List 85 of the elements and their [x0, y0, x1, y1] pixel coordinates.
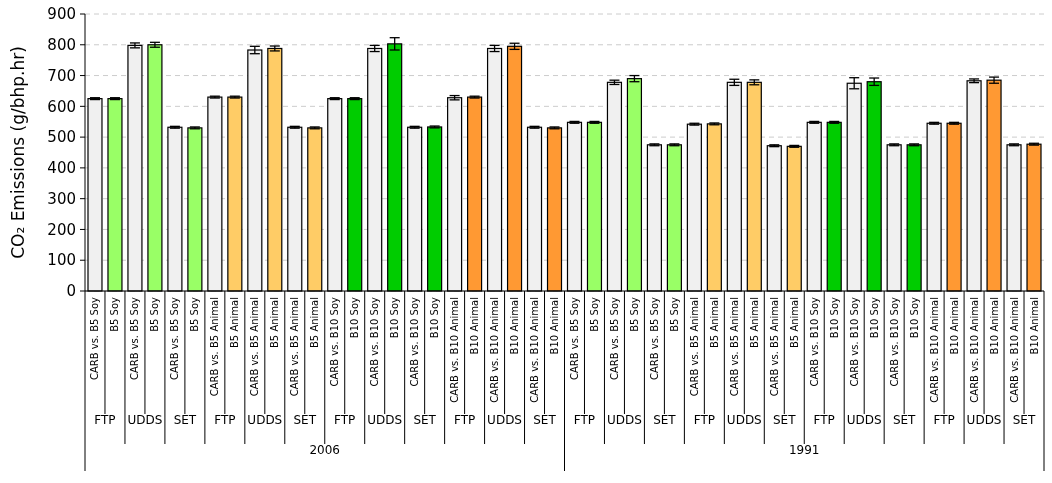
x-tick-label: B5 Animal [309, 297, 321, 349]
text: UDDS [966, 413, 1002, 427]
x-tick-label: B5 Soy [189, 296, 201, 332]
x-tick-label: B10 Animal [948, 297, 960, 355]
text: 2006 [309, 443, 341, 457]
x-tick-label: B5 Animal [269, 297, 281, 349]
x-tick-label: CARB vs. B5 Soy [89, 296, 101, 381]
x-tick-label: B10 Soy [349, 296, 361, 339]
x-tick-label: CARB vs. B5 Animal [289, 297, 301, 397]
text: FTP [334, 413, 356, 427]
x-tick-label: CARB vs. B10 Animal [529, 297, 541, 403]
text: SET [653, 413, 677, 427]
x-tick-label: B10 Soy [389, 296, 401, 339]
text: FTP [214, 413, 236, 427]
text: SET [173, 413, 197, 427]
x-tick-label: CARB vs. B10 Soy [848, 296, 860, 387]
x-tick-label: B5 Animal [229, 297, 241, 349]
x-tick-label: CARB vs. B5 Animal [249, 297, 261, 397]
y-tick-label: 200 [47, 220, 76, 239]
x-tick-label: B5 Animal [708, 297, 720, 349]
x-tick-label: CARB vs. B5 Animal [209, 297, 221, 397]
x-tick-label: CARB vs. B10 Animal [449, 297, 461, 403]
x-tick-label: CARB vs. B5 Animal [688, 297, 700, 397]
x-tick-label: CARB vs. B10 Animal [489, 297, 501, 403]
y-tick-label: 400 [47, 159, 76, 178]
x-tick-label: CARB vs. B10 Soy [329, 296, 341, 387]
x-tick-label: CARB vs. B10 Animal [968, 297, 980, 403]
text: SET [293, 413, 317, 427]
x-tick-label: B5 Animal [748, 297, 760, 349]
text: UDDS [846, 413, 882, 427]
x-tick-label: B5 Soy [109, 296, 121, 332]
x-tick-label: CARB vs. B10 Soy [369, 296, 381, 387]
x-tick-label: B10 Animal [1028, 297, 1040, 355]
y-tick-label: 300 [47, 189, 76, 208]
y-tick-label: 600 [47, 97, 76, 116]
text: SET [1012, 413, 1036, 427]
text: FTP [693, 413, 715, 427]
y-tick-label: 500 [47, 128, 76, 147]
y-tick-label: 900 [47, 5, 76, 24]
x-tick-label: B10 Animal [469, 297, 481, 355]
y-tick-label: 700 [47, 66, 76, 85]
x-tick-label: CARB vs. B5 Soy [608, 296, 620, 381]
x-tick-label: B5 Soy [628, 296, 640, 332]
text: FTP [813, 413, 835, 427]
text: FTP [933, 413, 955, 427]
x-tick-label: CARB vs. B5 Soy [129, 296, 141, 381]
text: SET [892, 413, 917, 427]
x-tick-label: B5 Animal [788, 297, 800, 349]
x-tick-label: B5 Soy [668, 296, 680, 332]
text: UDDS [606, 413, 642, 427]
x-tick-label: B5 Soy [149, 296, 161, 332]
y-tick-label: 0 [66, 282, 76, 301]
x-tick-label: CARB vs. B5 Animal [768, 297, 780, 397]
x-tick-label: CARB vs. B10 Animal [1008, 297, 1020, 403]
x-tick-label: B10 Soy [429, 296, 441, 339]
y-tick-label: 800 [47, 36, 76, 55]
text: 1991 [788, 443, 820, 457]
x-tick-label: CARB vs. B10 Soy [888, 296, 900, 387]
text: UDDS [487, 413, 523, 427]
text: UDDS [247, 413, 283, 427]
x-tick-label: B10 Animal [988, 297, 1000, 355]
x-tick-label: B10 Animal [509, 297, 521, 355]
x-tick-label: CARB vs. B5 Soy [169, 296, 181, 381]
x-tick-label: B5 Soy [588, 296, 600, 332]
x-tick-label: CARB vs. B5 Soy [648, 296, 660, 381]
text: FTP [94, 413, 116, 427]
text: FTP [573, 413, 596, 427]
x-tick-label: CARB vs. B10 Animal [928, 297, 940, 403]
text: UDDS [127, 413, 163, 427]
x-tick-label: CARB vs. B10 Soy [409, 296, 421, 387]
text: UDDS [726, 413, 762, 427]
text: SET [533, 413, 557, 427]
text: FTP [453, 413, 476, 427]
x-tick-label: CARB vs. B10 Soy [808, 296, 820, 387]
text: SET [773, 413, 797, 427]
x-tick-label: B10 Soy [828, 296, 840, 339]
y-axis-title: CO₂ Emissions (g/bhp.hr) [8, 46, 28, 259]
x-tick-label: B10 Animal [549, 297, 561, 355]
x-tick-label: B10 Soy [868, 296, 880, 339]
text: UDDS [367, 413, 403, 427]
x-tick-label: CARB vs. B5 Soy [568, 296, 580, 381]
text: SET [413, 413, 437, 427]
x-tick-label: B10 Soy [908, 296, 920, 339]
x-tick-label: CARB vs. B5 Animal [728, 297, 740, 397]
y-tick-label: 100 [47, 251, 76, 270]
